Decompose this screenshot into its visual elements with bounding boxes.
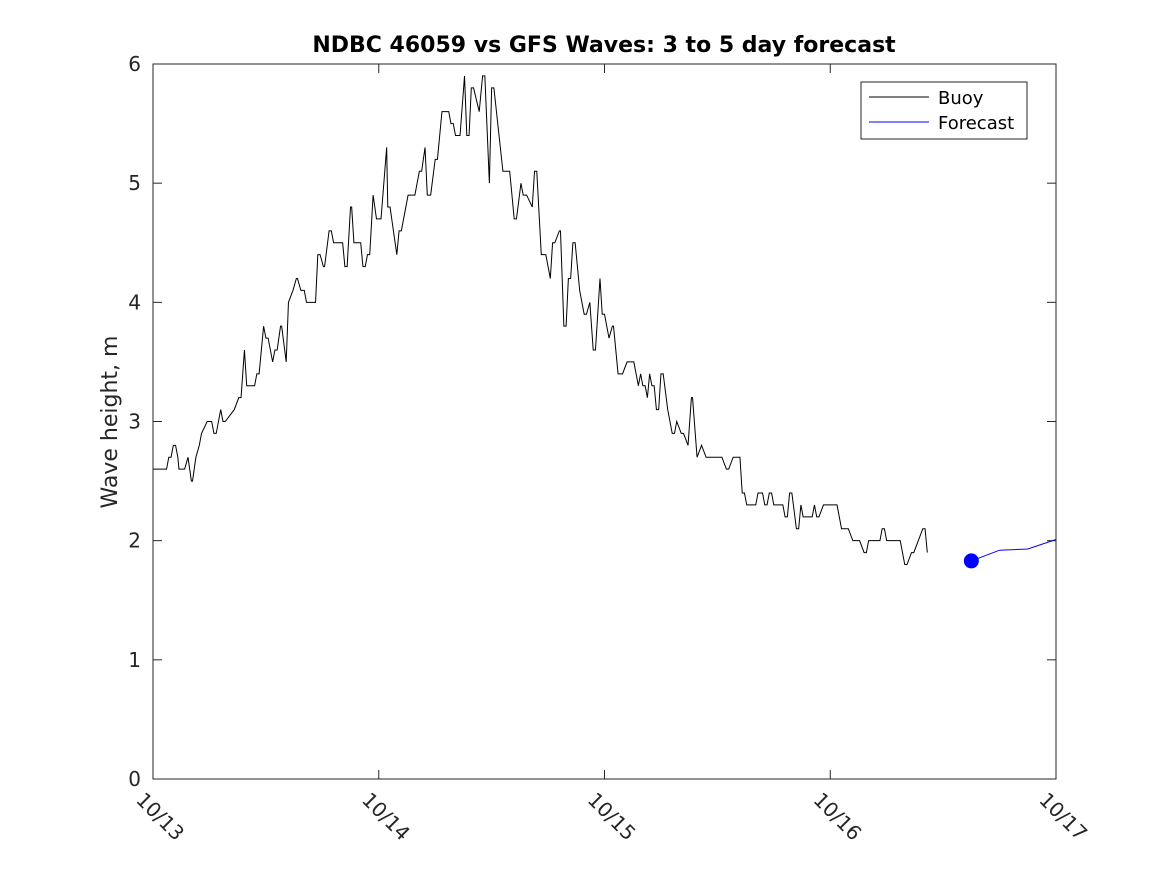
y-tick-label: 6 (128, 52, 141, 76)
series-line-buoy (153, 75, 928, 565)
legend-box (860, 81, 1028, 140)
series-marker-forecast (963, 553, 979, 569)
legend-buoy-label: Buoy (938, 88, 984, 109)
axes-frame (152, 63, 1057, 780)
chart-title: NDBC 46059 vs GFS Waves: 3 to 5 day fore… (312, 33, 896, 58)
legend: Buoy Forecast (860, 81, 1028, 140)
y-tick-label: 0 (128, 767, 141, 791)
y-tick-label: 2 (128, 529, 141, 553)
series-line-forecast (971, 539, 1057, 562)
legend-forecast-label: Forecast (938, 113, 1014, 134)
axes-background (153, 64, 1056, 779)
y-tick-label: 3 (128, 410, 141, 434)
y-tick-label: 4 (128, 290, 141, 314)
y-axis-label: Wave height, m (98, 336, 123, 509)
y-tick-label: 1 (128, 648, 141, 672)
y-tick-label: 5 (128, 171, 141, 195)
